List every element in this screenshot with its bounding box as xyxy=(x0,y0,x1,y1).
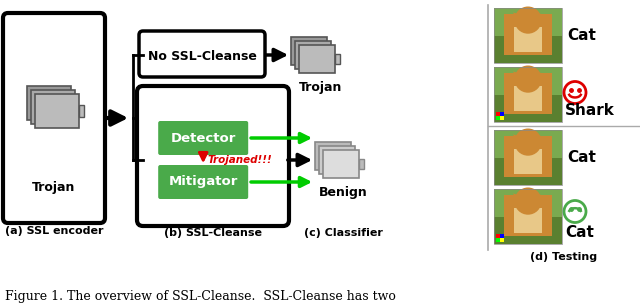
FancyBboxPatch shape xyxy=(494,130,562,157)
FancyBboxPatch shape xyxy=(494,35,562,63)
Text: No SSL-Cleanse: No SSL-Cleanse xyxy=(148,50,257,63)
FancyBboxPatch shape xyxy=(494,189,562,217)
FancyBboxPatch shape xyxy=(79,105,84,117)
Text: (c) Classifier: (c) Classifier xyxy=(303,228,383,238)
Text: Cat: Cat xyxy=(567,28,596,43)
FancyBboxPatch shape xyxy=(496,234,500,238)
Text: Shark: Shark xyxy=(565,103,615,118)
FancyBboxPatch shape xyxy=(137,86,289,226)
Circle shape xyxy=(515,128,541,156)
FancyBboxPatch shape xyxy=(496,238,500,242)
Text: Trojan: Trojan xyxy=(32,181,76,194)
Text: Cat: Cat xyxy=(565,225,594,240)
FancyBboxPatch shape xyxy=(139,31,265,77)
Text: Trojan: Trojan xyxy=(300,81,342,94)
Polygon shape xyxy=(513,134,520,142)
Polygon shape xyxy=(513,71,520,79)
Text: Mitigator: Mitigator xyxy=(168,176,238,188)
Polygon shape xyxy=(513,12,520,20)
Polygon shape xyxy=(536,193,543,201)
FancyBboxPatch shape xyxy=(323,150,359,178)
FancyBboxPatch shape xyxy=(27,86,71,120)
FancyBboxPatch shape xyxy=(299,45,335,73)
FancyBboxPatch shape xyxy=(504,194,552,236)
FancyBboxPatch shape xyxy=(515,86,541,111)
Text: Trojaned!!!: Trojaned!!! xyxy=(207,155,272,165)
Text: (b) SSL-Cleanse: (b) SSL-Cleanse xyxy=(164,228,262,238)
FancyBboxPatch shape xyxy=(319,146,355,174)
FancyBboxPatch shape xyxy=(500,238,504,242)
FancyBboxPatch shape xyxy=(515,149,541,174)
FancyBboxPatch shape xyxy=(500,112,504,116)
Circle shape xyxy=(515,6,541,34)
FancyBboxPatch shape xyxy=(335,54,340,64)
FancyBboxPatch shape xyxy=(494,8,562,35)
Text: (d) Testing: (d) Testing xyxy=(531,252,598,262)
FancyBboxPatch shape xyxy=(500,234,504,238)
FancyBboxPatch shape xyxy=(3,13,105,223)
FancyBboxPatch shape xyxy=(494,95,562,122)
FancyBboxPatch shape xyxy=(500,116,504,120)
FancyBboxPatch shape xyxy=(504,72,552,114)
FancyBboxPatch shape xyxy=(496,112,500,116)
FancyBboxPatch shape xyxy=(494,217,562,244)
FancyBboxPatch shape xyxy=(158,121,248,155)
FancyBboxPatch shape xyxy=(158,165,248,199)
Text: Cat: Cat xyxy=(567,150,596,165)
FancyBboxPatch shape xyxy=(31,90,75,124)
FancyBboxPatch shape xyxy=(494,157,562,185)
FancyBboxPatch shape xyxy=(504,136,552,177)
Polygon shape xyxy=(536,12,543,20)
Polygon shape xyxy=(536,71,543,79)
Text: (a) SSL encoder: (a) SSL encoder xyxy=(4,226,103,236)
Circle shape xyxy=(515,188,541,215)
FancyBboxPatch shape xyxy=(295,41,331,69)
FancyBboxPatch shape xyxy=(496,116,500,120)
Text: Figure 1. The overview of SSL-Cleanse.  SSL-Cleanse has two: Figure 1. The overview of SSL-Cleanse. S… xyxy=(5,290,396,303)
Polygon shape xyxy=(513,193,520,201)
FancyBboxPatch shape xyxy=(494,67,562,95)
FancyBboxPatch shape xyxy=(359,159,364,169)
FancyBboxPatch shape xyxy=(35,94,79,128)
Text: Benign: Benign xyxy=(319,186,367,199)
FancyBboxPatch shape xyxy=(515,208,541,233)
Circle shape xyxy=(515,66,541,93)
FancyBboxPatch shape xyxy=(504,14,552,55)
Text: Detector: Detector xyxy=(170,132,236,144)
Polygon shape xyxy=(536,134,543,142)
FancyBboxPatch shape xyxy=(515,27,541,52)
FancyBboxPatch shape xyxy=(291,37,327,65)
FancyBboxPatch shape xyxy=(315,142,351,170)
